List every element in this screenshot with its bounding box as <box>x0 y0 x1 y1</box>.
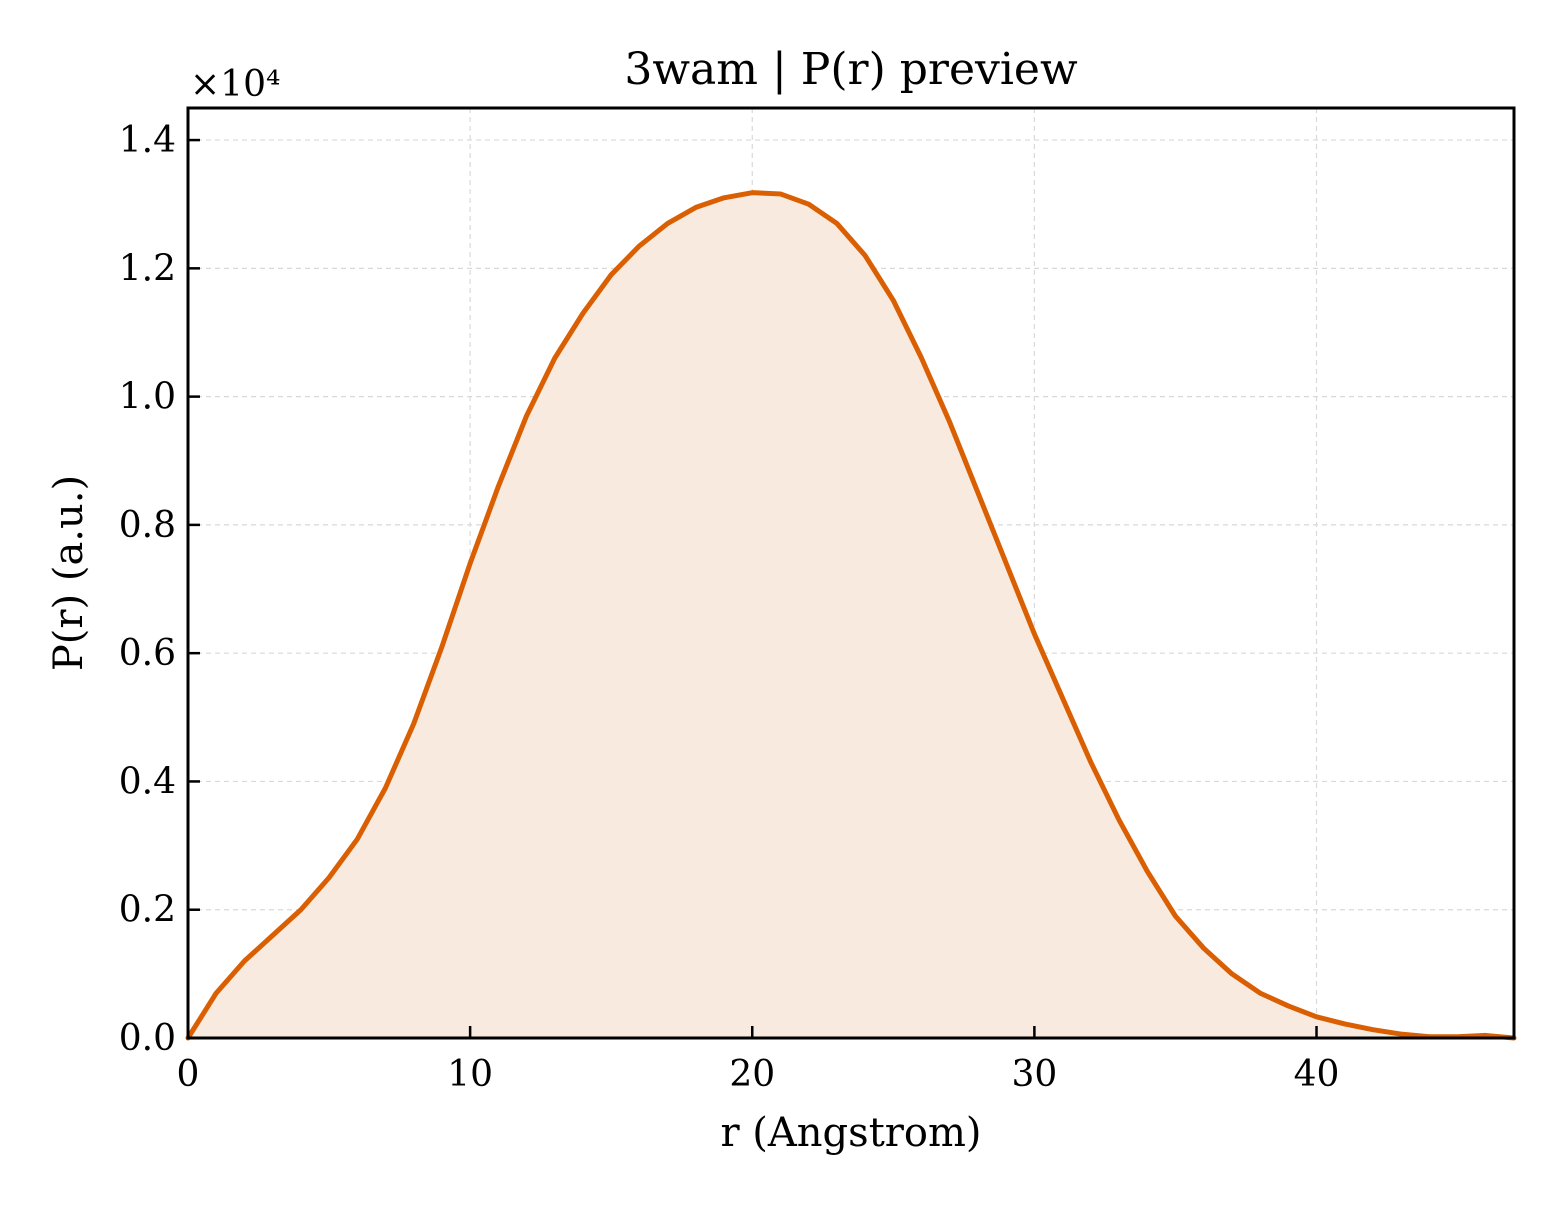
y-tick-label: 0.2 <box>119 890 176 931</box>
y-tick-label: 0.8 <box>119 505 176 546</box>
y-tick-label: 0.0 <box>119 1018 176 1059</box>
y-axis-label: P(r) (a.u.) <box>46 475 92 671</box>
pr-area-fill <box>188 192 1514 1038</box>
x-tick-label: 40 <box>1294 1054 1340 1095</box>
chart-title: 3wam | P(r) preview <box>624 44 1078 95</box>
y-tick-label: 0.6 <box>119 633 176 674</box>
pr-series-line <box>185 190 1517 1041</box>
plot-frame <box>186 106 1516 1040</box>
x-tick-label: 10 <box>447 1054 493 1095</box>
x-axis-label: r (Angstrom) <box>720 1110 981 1156</box>
x-tick-label: 30 <box>1011 1054 1057 1095</box>
y-tick-label: 1.4 <box>119 120 176 161</box>
y-tick-label: 1.2 <box>119 248 176 289</box>
y-tick-label: 1.0 <box>119 377 176 418</box>
x-tick-label: 20 <box>729 1054 775 1095</box>
y-offset-label: ×10⁴ <box>190 64 280 105</box>
tick-layer: 0 10 20 30 40 0.0 0.2 0.4 0.6 0.8 1.0 1.2 1.4 <box>119 120 1340 1095</box>
x-tick-label: 0 <box>177 1054 200 1095</box>
y-tick-label: 0.4 <box>119 761 176 802</box>
